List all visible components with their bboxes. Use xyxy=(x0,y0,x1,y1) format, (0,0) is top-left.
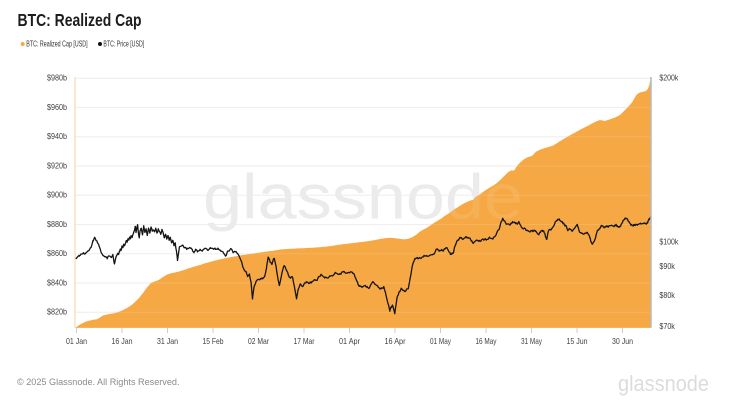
svg-text:glassnode: glassnode xyxy=(618,371,709,396)
svg-text:BTC: Realized Cap [USD]: BTC: Realized Cap [USD] xyxy=(26,39,87,48)
svg-text:$900b: $900b xyxy=(47,191,67,200)
svg-text:16 Apr: 16 Apr xyxy=(385,337,406,346)
svg-text:02 Mar: 02 Mar xyxy=(248,337,269,346)
svg-text:01 Apr: 01 Apr xyxy=(339,337,360,346)
svg-text:01 Jan: 01 Jan xyxy=(66,337,87,346)
svg-text:16 May: 16 May xyxy=(476,337,498,346)
svg-text:$80k: $80k xyxy=(659,291,675,300)
svg-text:$820b: $820b xyxy=(47,308,67,317)
svg-text:$90k: $90k xyxy=(659,262,675,271)
svg-text:$960b: $960b xyxy=(47,103,67,112)
svg-text:$860b: $860b xyxy=(47,249,67,258)
svg-text:31 Jan: 31 Jan xyxy=(157,337,178,346)
svg-text:BTC: Realized Cap: BTC: Realized Cap xyxy=(18,10,142,30)
svg-text:30 Jun: 30 Jun xyxy=(612,337,633,346)
svg-text:31 May: 31 May xyxy=(521,337,543,346)
svg-text:$70k: $70k xyxy=(659,322,675,331)
svg-text:$840b: $840b xyxy=(47,278,67,287)
svg-text:© 2025 Glassnode. All Rights R: © 2025 Glassnode. All Rights Reserved. xyxy=(17,377,180,387)
svg-text:15 Jun: 15 Jun xyxy=(567,337,588,346)
svg-text:$100k: $100k xyxy=(659,238,679,247)
svg-text:glassnode: glassnode xyxy=(203,163,523,233)
svg-text:BTC: Price [USD]: BTC: Price [USD] xyxy=(103,39,144,48)
svg-text:$920b: $920b xyxy=(47,161,67,170)
svg-text:15 Feb: 15 Feb xyxy=(203,337,224,346)
svg-text:$980b: $980b xyxy=(47,74,67,83)
svg-text:$200k: $200k xyxy=(659,74,679,83)
svg-text:17 Mar: 17 Mar xyxy=(294,337,315,346)
svg-text:16 Jan: 16 Jan xyxy=(112,337,133,346)
svg-text:01 May: 01 May xyxy=(430,337,452,346)
svg-text:$940b: $940b xyxy=(47,132,67,141)
svg-text:$880b: $880b xyxy=(47,220,67,229)
